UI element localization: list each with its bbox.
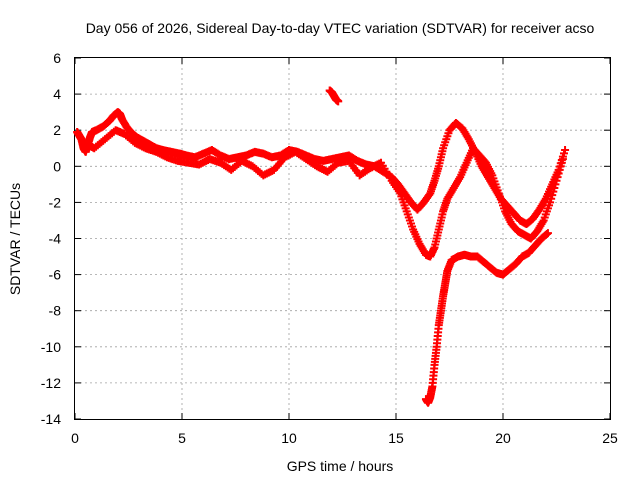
grid-layer xyxy=(75,58,610,419)
y-tick-label: 4 xyxy=(53,86,61,102)
data-point xyxy=(334,97,343,106)
data-point xyxy=(543,229,552,238)
plot-frame xyxy=(74,57,611,420)
series-2 xyxy=(83,126,567,261)
x-tick-label: 0 xyxy=(71,430,79,446)
data-layer xyxy=(73,86,570,407)
y-axis-label: SDTVAR / TECUs xyxy=(7,183,23,295)
y-tick-label: -6 xyxy=(49,267,62,283)
y-tick-label: -14 xyxy=(41,411,61,427)
y-tick-label: -4 xyxy=(49,231,62,247)
y-tick-label: 0 xyxy=(53,158,61,174)
x-tick-label: 5 xyxy=(178,430,186,446)
series-4 xyxy=(325,86,343,106)
x-tick-label: 10 xyxy=(281,430,297,446)
x-axis-label: GPS time / hours xyxy=(287,458,394,474)
y-tick-label: -2 xyxy=(49,194,62,210)
series-3 xyxy=(421,229,552,407)
chart-title: Day 056 of 2026, Sidereal Day-to-day VTE… xyxy=(86,20,595,36)
y-tick-label: -10 xyxy=(41,339,61,355)
y-tick-label: 2 xyxy=(53,122,61,138)
x-tick-label: 15 xyxy=(388,430,404,446)
y-tick-label: 6 xyxy=(53,50,61,66)
x-tick-label: 20 xyxy=(495,430,511,446)
y-tick-label: -12 xyxy=(41,375,61,391)
data-point xyxy=(558,155,567,164)
y-tick-label: -8 xyxy=(49,303,62,319)
x-tick-label: 25 xyxy=(602,430,618,446)
data-point xyxy=(561,146,570,155)
tick-layer: 0 5 10 15 20 25 -14 -12 -10 -8 -6 -4 -2 0 2 4 6 xyxy=(41,50,618,446)
